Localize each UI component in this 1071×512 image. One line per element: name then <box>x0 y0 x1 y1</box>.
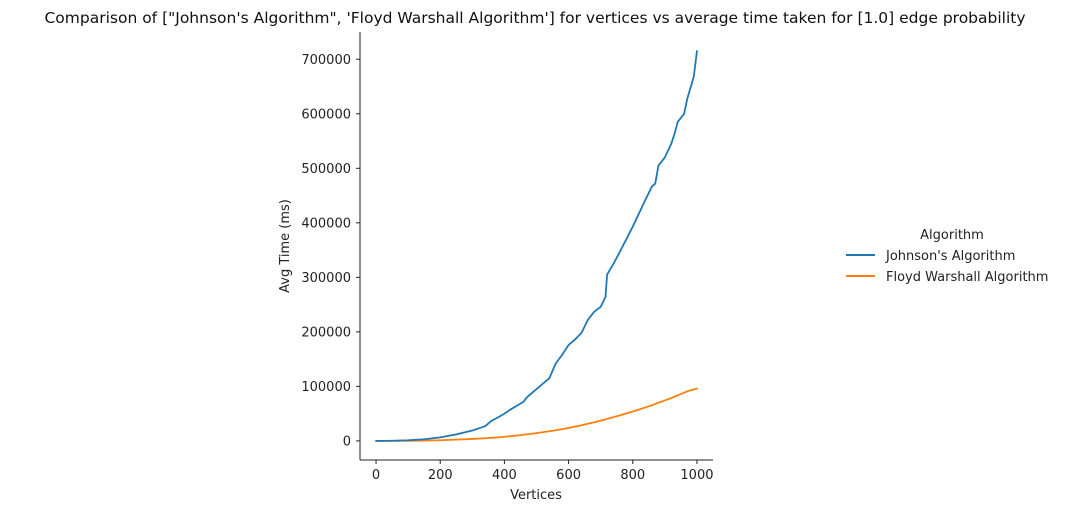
legend-label: Johnson's Algorithm <box>885 249 1015 264</box>
legend-items: Johnson's Algorithm Floyd Warshall Algori… <box>846 249 1048 285</box>
y-ticks: 0 100000 200000 300000 400000 500000 600000 700… <box>301 53 360 449</box>
y-tick-label: 400000 <box>301 216 351 231</box>
plot-area <box>375 50 698 442</box>
chart-title: Comparison of ["Johnson's Algorithm", 'F… <box>44 9 1025 27</box>
x-tick-label: 800 <box>620 468 645 483</box>
y-axis-title: Avg Time (ms) <box>278 199 293 293</box>
x-tick-label: 0 <box>372 468 380 483</box>
y-tick-label: 700000 <box>301 53 351 68</box>
legend-label: Floyd Warshall Algorithm <box>886 270 1048 285</box>
y-tick-label: 600000 <box>301 107 351 122</box>
x-tick-label: 400 <box>492 468 517 483</box>
y-tick-label: 0 <box>343 434 351 449</box>
x-tick-label: 1000 <box>680 468 713 483</box>
legend: Algorithm Johnson's Algorithm Floyd Warsh… <box>846 228 1048 285</box>
legend-title: Algorithm <box>920 228 984 243</box>
series-line <box>375 387 698 442</box>
y-tick-label: 500000 <box>301 162 351 177</box>
y-tick-label: 300000 <box>301 271 351 286</box>
x-axis-title: Vertices <box>510 488 562 503</box>
x-tick-label: 600 <box>556 468 581 483</box>
x-tick-label: 200 <box>428 468 453 483</box>
y-tick-label: 100000 <box>301 380 351 395</box>
x-ticks: 0 200 400 600 800 1000 <box>372 460 714 483</box>
axes <box>359 32 713 461</box>
series-line <box>375 50 698 442</box>
y-tick-label: 200000 <box>301 325 351 340</box>
